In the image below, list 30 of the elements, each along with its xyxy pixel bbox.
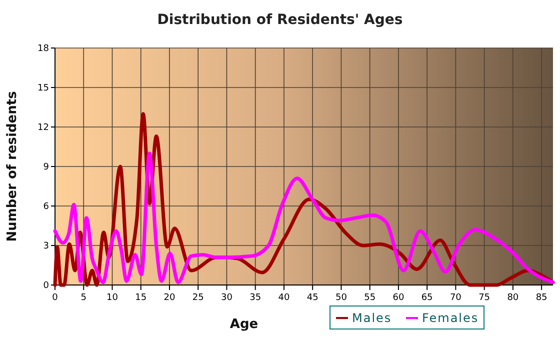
legend-label: Females	[422, 311, 479, 325]
x-tick-label: 60	[392, 293, 404, 303]
y-tick-label: 9	[43, 162, 50, 172]
y-axis-title: Number of residents	[5, 90, 20, 242]
legend-label: Males	[352, 311, 392, 325]
y-tick-label: 0	[43, 281, 50, 291]
x-tick-label: 55	[364, 293, 376, 303]
x-tick-label: 20	[164, 293, 176, 303]
x-tick-label: 45	[306, 293, 318, 303]
y-tick-label: 3	[43, 242, 49, 252]
x-tick-label: 10	[106, 293, 118, 303]
x-tick-label: 25	[192, 293, 204, 303]
x-tick-label: 30	[221, 293, 233, 303]
y-tick-label: 18	[38, 44, 50, 54]
x-tick-label: 35	[250, 293, 262, 303]
x-axis-title: Age	[230, 317, 258, 332]
chart-title: Distribution of Residents' Ages	[157, 12, 403, 28]
y-tick-label: 12	[38, 123, 49, 133]
x-tick-label: 0	[52, 293, 58, 303]
x-tick-label: 80	[507, 293, 519, 303]
y-tick-label: 6	[43, 202, 50, 212]
x-tick-label: 15	[135, 293, 147, 303]
x-tick-label: 70	[450, 293, 462, 303]
x-tick-label: 75	[478, 293, 490, 303]
x-tick-label: 50	[335, 293, 348, 303]
y-tick-label: 15	[38, 84, 49, 94]
x-tick-label: 40	[278, 293, 290, 303]
x-tick-label: 65	[421, 293, 433, 303]
x-tick-label: 85	[536, 293, 548, 303]
x-tick-label: 5	[80, 293, 86, 303]
